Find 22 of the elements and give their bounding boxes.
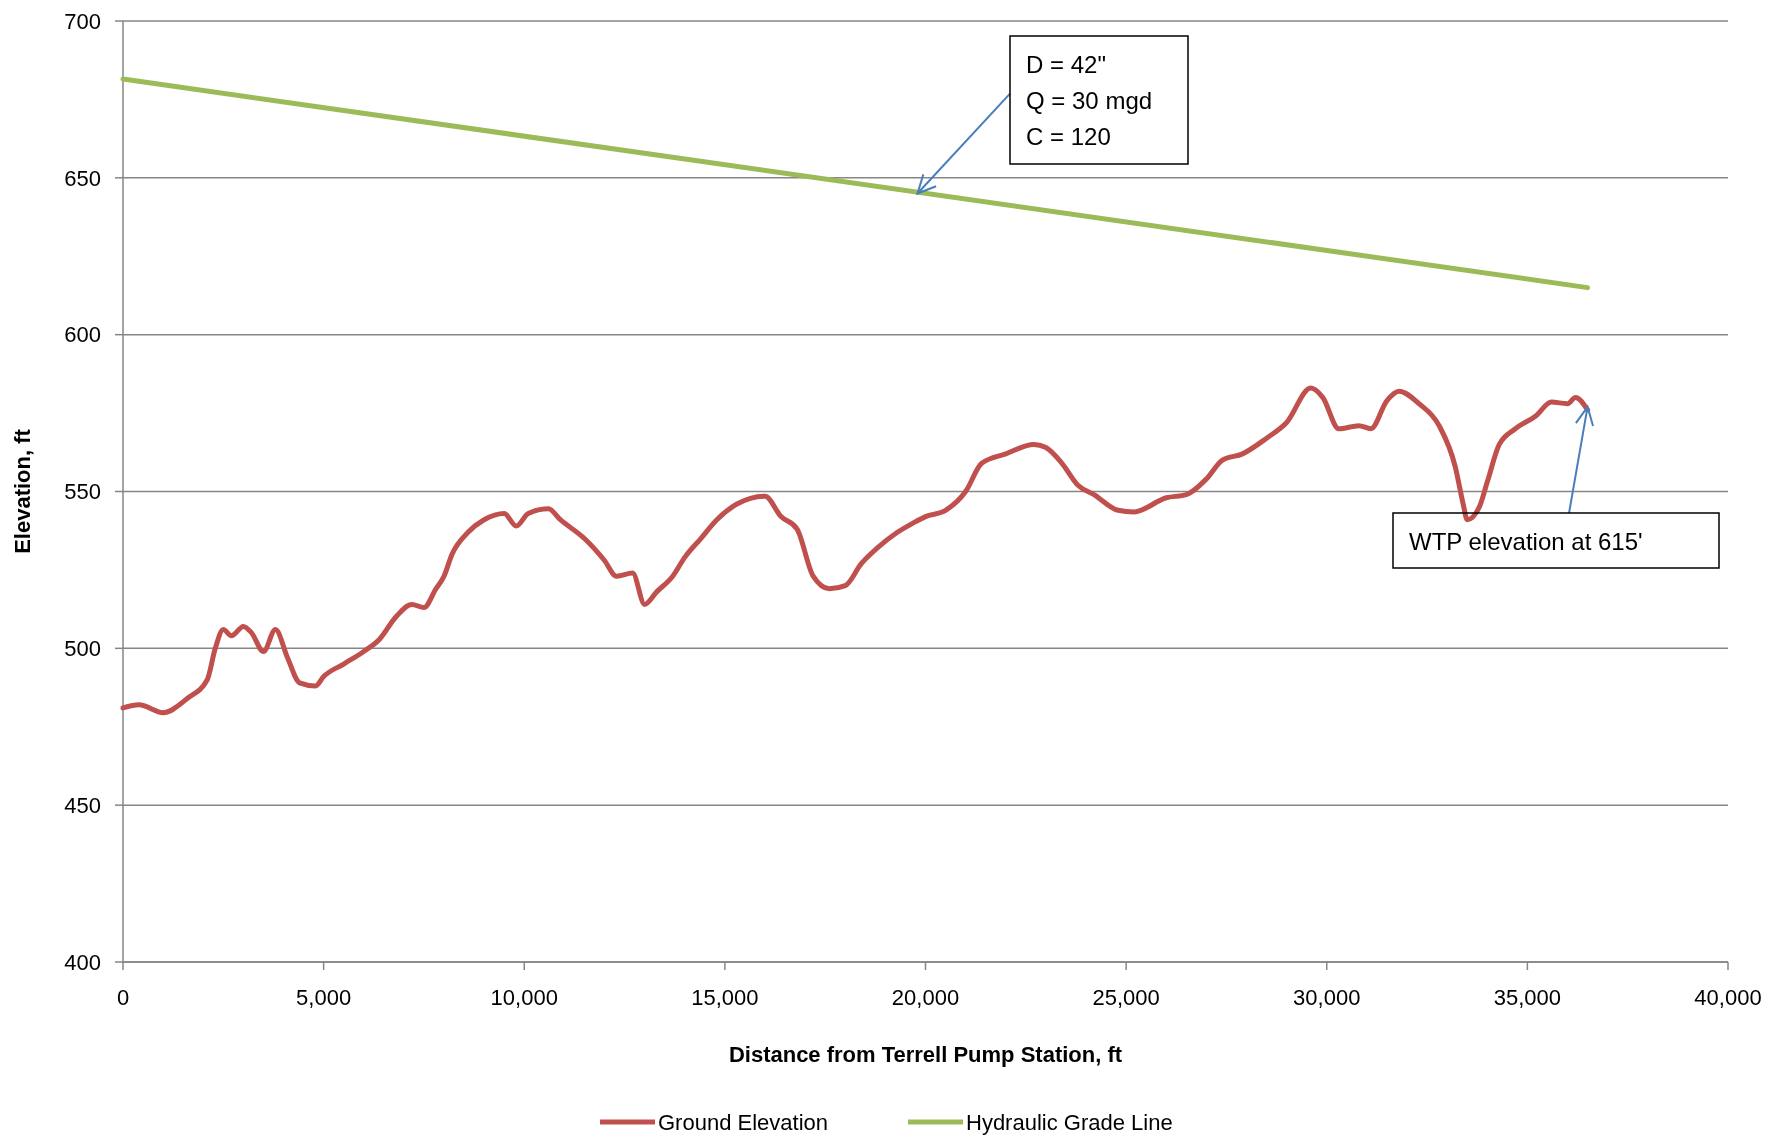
legend-label: Hydraulic Grade Line: [966, 1110, 1173, 1135]
x-axis-title: Distance from Terrell Pump Station, ft: [728, 1042, 1123, 1067]
x-tick-label: 10,000: [490, 985, 558, 1010]
x-tick-label: 30,000: [1293, 985, 1361, 1010]
x-tick-label: 35,000: [1493, 985, 1562, 1010]
y-tick-label: 550: [64, 479, 101, 505]
y-tick-label: 500: [64, 636, 101, 662]
x-tick-label: 0: [116, 985, 130, 1010]
x-tick-label: 20,000: [891, 985, 960, 1010]
x-tick-label: 15,000: [691, 985, 759, 1010]
annotation: WTP elevation at 615': [1409, 527, 1643, 555]
y-tick-label: 600: [64, 322, 101, 348]
x-tick-label: 25,000: [1092, 985, 1160, 1010]
x-tick-label: 40,000: [1694, 985, 1762, 1010]
x-tick-label: 5,000: [296, 985, 352, 1010]
y-tick-label: 650: [64, 165, 101, 191]
y-tick-label: 450: [64, 792, 101, 818]
y-axis-title: Elevation, ft: [10, 428, 35, 554]
y-tick-label: 700: [64, 8, 101, 34]
y-tick-label: 400: [64, 949, 101, 975]
legend-label: Ground Elevation: [658, 1110, 828, 1135]
annotation: D = 42" Q = 30 mgd C = 120: [1026, 51, 1153, 150]
